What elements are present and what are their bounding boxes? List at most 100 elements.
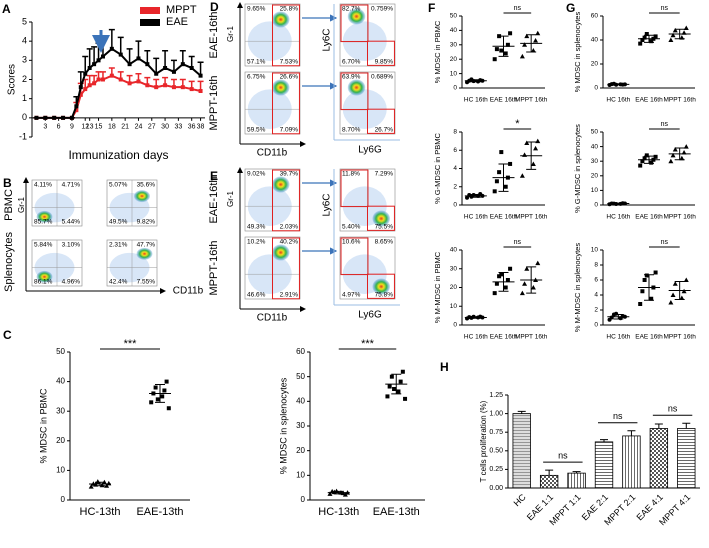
point <box>524 266 530 271</box>
significance-label: ns <box>661 5 669 12</box>
sd-bar <box>470 194 481 198</box>
x-tick-label: 12 <box>81 124 89 131</box>
panel-letter: D <box>210 0 219 14</box>
point <box>74 108 79 113</box>
gate <box>340 72 369 111</box>
point <box>683 25 689 30</box>
x-tick-label: HC 16th <box>464 214 488 221</box>
density <box>271 11 290 28</box>
quadrant-percent: 2.91% <box>280 292 299 299</box>
error-bar <box>600 439 608 442</box>
quadrant-percent: 5.84% <box>34 242 53 249</box>
point <box>505 278 510 282</box>
point <box>530 161 536 166</box>
error-bar <box>126 48 133 65</box>
x-tick-label: 15 <box>95 124 103 131</box>
quadrant-percent: 9.85% <box>375 59 394 66</box>
y-tick-label: 0.50 <box>489 448 503 455</box>
x-tick-label: HC 16th <box>606 214 630 221</box>
y-tick-label: 1.25 <box>489 392 503 399</box>
point <box>392 387 397 391</box>
error-bar <box>117 36 124 55</box>
axis-label: Ly6C <box>322 194 333 217</box>
point <box>92 62 97 67</box>
point <box>398 379 403 384</box>
sd-bar <box>498 163 509 192</box>
point <box>672 147 678 152</box>
quadrant-percent: 10.6% <box>342 239 361 246</box>
y-tick-label: 5 <box>22 16 27 26</box>
sd-bar <box>498 272 509 292</box>
y-tick-label: 0 <box>594 85 598 92</box>
point <box>96 77 101 82</box>
legend-swatch <box>140 7 160 14</box>
error-bar <box>627 430 636 436</box>
x-tick-label: 24 <box>135 124 143 131</box>
x-tick-label: HC 16th <box>464 334 488 341</box>
significance-label: ns <box>661 121 669 128</box>
quadrant-percent: 7.55% <box>137 279 156 286</box>
quadrant-percent: 49.5% <box>109 219 128 226</box>
density <box>372 210 391 227</box>
y-axis-label: % G-MDSC in splenocytes <box>573 124 582 213</box>
significance-label: ns <box>668 404 678 414</box>
x-tick-label: 33 <box>174 124 182 131</box>
axis-label: CD11b <box>257 148 288 159</box>
quadrant-percent: 6.70% <box>342 59 361 66</box>
quadrant-percent: 4.11% <box>34 182 52 189</box>
panel-letter: G <box>566 1 575 15</box>
gate <box>367 205 395 231</box>
point <box>155 397 160 402</box>
point <box>535 30 541 36</box>
legend-label: EAE <box>166 16 188 28</box>
error-bar <box>77 71 84 88</box>
bar <box>649 428 669 489</box>
y-tick-label: 50 <box>450 13 458 20</box>
y-tick-label: 20 <box>591 173 599 180</box>
point <box>494 47 499 52</box>
point <box>649 39 654 44</box>
y-tick-label: 4 <box>594 292 598 299</box>
point <box>78 92 83 97</box>
density <box>271 79 290 96</box>
y-axis-label: Scores <box>7 64 18 95</box>
axis-label: Ly6C <box>322 29 333 52</box>
point <box>136 79 141 84</box>
quadrant-percent: 82.7% <box>342 6 361 13</box>
point <box>145 62 150 67</box>
point <box>127 62 132 67</box>
x-tick-label: HC 16th <box>464 97 488 104</box>
axis-label: MPPT-16th <box>208 240 220 295</box>
point <box>74 104 79 109</box>
point <box>104 483 110 488</box>
x-tick-label: MPPT 16th <box>515 97 548 104</box>
y-tick-label: 2 <box>453 183 457 190</box>
y-tick-label: 1.00 <box>489 410 503 417</box>
point <box>668 300 674 305</box>
y-tick-label: 50 <box>591 129 599 136</box>
quadrant-percent: 9.02% <box>247 171 266 178</box>
y-tick-label: 20 <box>450 284 458 291</box>
y-tick-label: 30 <box>296 421 305 430</box>
point <box>127 81 132 86</box>
quadrant-percent: 86.1% <box>34 279 53 286</box>
y-tick-label: 40 <box>56 377 65 386</box>
y-axis-label: % M-MDSC in splenocytes <box>573 243 582 332</box>
sd-bar <box>526 266 537 294</box>
point <box>389 374 394 379</box>
panel-letter: F <box>428 1 435 15</box>
bar <box>677 428 696 489</box>
significance-label: *** <box>361 338 375 350</box>
point <box>642 35 647 40</box>
quadrant-percent: 40.2% <box>280 239 299 246</box>
bar <box>594 441 614 489</box>
density <box>36 210 53 223</box>
point <box>508 266 513 271</box>
axis-label: CD11b <box>257 313 288 324</box>
quadrant-percent: 75.8% <box>375 292 394 299</box>
y-tick-label: 10 <box>450 70 458 77</box>
point <box>106 480 112 486</box>
sd-bar <box>613 314 624 320</box>
series-line <box>36 47 202 119</box>
bar <box>512 413 531 489</box>
